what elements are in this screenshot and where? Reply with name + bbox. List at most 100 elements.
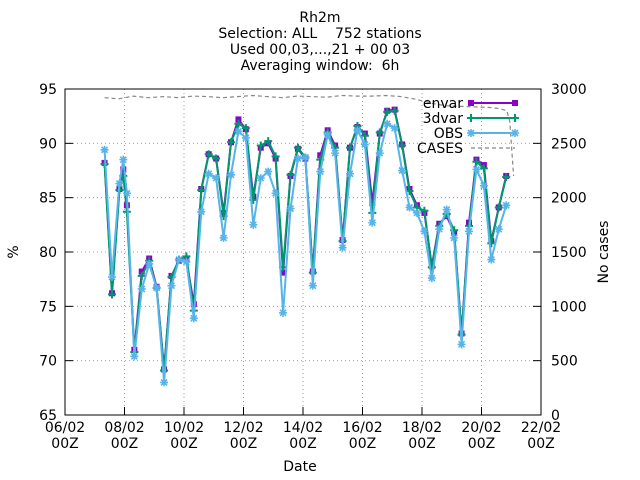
data-point	[405, 203, 414, 212]
x-tick-label-time: 00Z	[349, 436, 376, 452]
x-tick-label-time: 00Z	[51, 436, 78, 452]
x-tick-label-date: 14/02	[283, 420, 323, 436]
data-point	[494, 225, 503, 234]
data-point	[383, 119, 392, 128]
data-point	[479, 181, 488, 190]
data-point	[234, 119, 243, 128]
x-tick-label-time: 00Z	[408, 436, 435, 452]
data-point	[197, 207, 206, 216]
data-point	[420, 206, 429, 215]
data-point	[323, 130, 332, 139]
data-point	[219, 233, 228, 242]
data-point	[293, 143, 302, 152]
x-tick-label-date: 08/02	[104, 420, 144, 436]
data-point	[212, 174, 221, 183]
data-point	[390, 124, 399, 133]
data-point	[487, 239, 496, 248]
data-point	[138, 268, 145, 275]
x-tick-label-time: 00Z	[527, 436, 554, 452]
data-point	[465, 227, 474, 236]
axes: 65 70 75 80 85 90 95 0 500 1000 1500 2000 2500 3000 06…	[39, 82, 586, 452]
data-point	[316, 167, 325, 176]
data-point	[115, 179, 124, 188]
x-tick-label-time: 00Z	[170, 436, 197, 452]
data-point	[212, 154, 221, 163]
data-point	[331, 149, 340, 158]
x-tick-label-date: 12/02	[223, 420, 263, 436]
legend-marker	[511, 129, 519, 137]
series-obs	[100, 119, 511, 387]
data-point	[494, 203, 503, 212]
data-point	[108, 272, 117, 281]
legend-marker	[467, 129, 475, 137]
data-point	[420, 227, 429, 236]
data-point	[204, 150, 213, 159]
chart-subtitle-window: Averaging window: 6h	[240, 58, 400, 74]
series-cases	[104, 94, 515, 176]
data-point	[479, 164, 488, 173]
data-point	[368, 218, 377, 227]
legend-marker	[512, 100, 518, 106]
data-point	[427, 274, 436, 283]
chart-subtitle-selection: Selection: ALL 752 stations	[218, 26, 422, 42]
data-point	[182, 257, 191, 266]
data-point	[390, 106, 399, 115]
data-point	[280, 269, 287, 276]
data-point	[100, 145, 109, 154]
data-point	[375, 149, 384, 158]
data-point	[137, 271, 146, 280]
data-point	[241, 124, 250, 133]
data-point	[502, 201, 511, 210]
data-point	[293, 154, 302, 163]
data-point	[227, 138, 236, 147]
data-point	[286, 170, 295, 179]
legend-marker	[511, 114, 519, 122]
y2-tick-label: 1000	[551, 299, 587, 315]
data-point	[317, 152, 324, 159]
x-axis-label: Date	[283, 459, 316, 475]
data-point	[256, 174, 265, 183]
x-tick-label-date: 06/02	[45, 420, 85, 436]
data-point	[130, 352, 139, 361]
legend-label: OBS	[434, 126, 463, 142]
data-point	[279, 308, 288, 317]
data-point	[346, 169, 355, 178]
data-point	[338, 243, 347, 252]
legend-entry-envar: envar	[423, 96, 518, 112]
y2-tick-label: 3000	[551, 82, 587, 98]
data-point	[360, 131, 369, 140]
data-point	[353, 126, 362, 135]
data-point	[174, 255, 183, 264]
data-point	[487, 255, 496, 264]
legend-entry-obs: OBS	[434, 126, 519, 142]
y-axis-label: %	[6, 245, 22, 258]
x-tick-label-date: 10/02	[164, 420, 204, 436]
y-tick-label: 95	[39, 82, 57, 98]
data-point	[152, 283, 161, 292]
data-point	[412, 208, 421, 217]
data-point	[108, 290, 117, 299]
legend-marker	[467, 114, 475, 122]
series-layer	[100, 94, 515, 387]
legend-entry-cases: CASES	[417, 141, 515, 157]
data-point	[197, 186, 206, 195]
data-point	[145, 259, 154, 268]
data-point	[398, 166, 407, 175]
y2-axis-label: No cases	[596, 221, 612, 284]
data-point	[271, 152, 280, 161]
data-point	[472, 157, 481, 166]
x-tick-label-time: 00Z	[111, 436, 138, 452]
y-tick-label: 70	[39, 354, 57, 370]
data-point	[271, 189, 280, 198]
y2-tick-label: 0	[551, 408, 560, 424]
data-point	[234, 127, 243, 136]
y2-tick-label: 1500	[551, 245, 587, 261]
legend-entry-3dvar: 3dvar	[423, 111, 519, 127]
data-point	[375, 128, 384, 137]
data-point	[472, 165, 481, 174]
data-point	[264, 167, 273, 176]
data-point	[249, 220, 258, 229]
data-point	[502, 173, 511, 182]
legend-label: CASES	[417, 141, 463, 157]
